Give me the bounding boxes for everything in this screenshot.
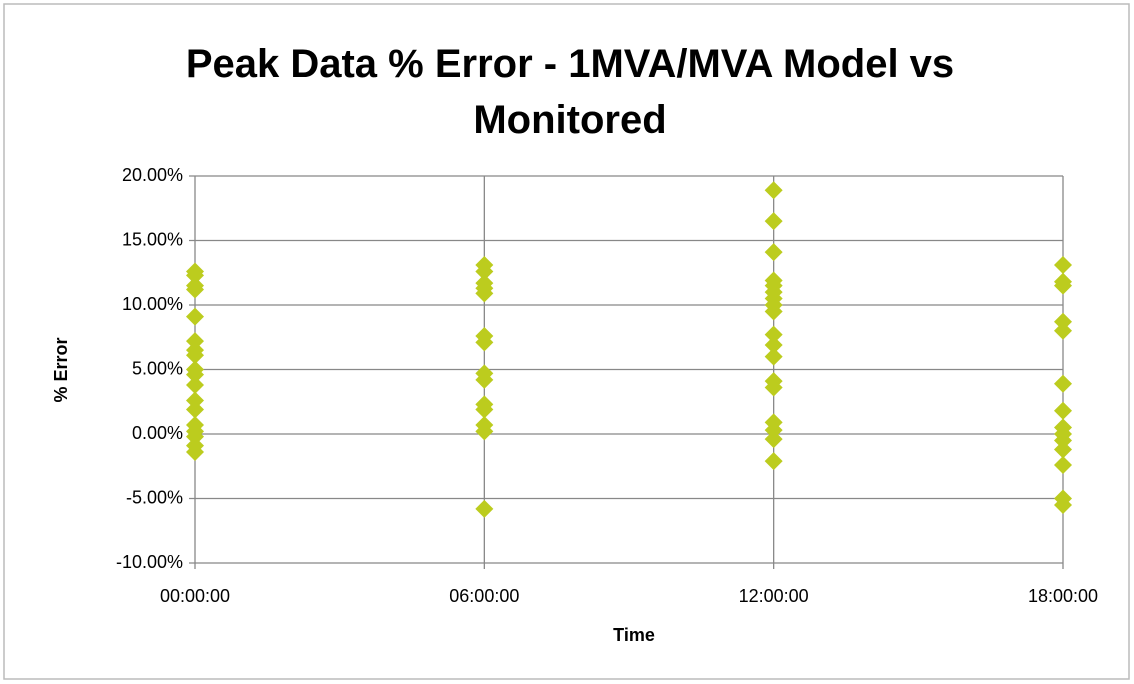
y-tick-label: -10.00%	[116, 552, 183, 572]
y-tick-label: -5.00%	[126, 487, 183, 507]
marker	[764, 243, 783, 262]
marker	[475, 499, 494, 518]
marker	[186, 400, 204, 419]
marker	[475, 370, 494, 389]
marker	[764, 347, 783, 366]
marker	[186, 332, 204, 351]
x-tick-label: 00:00:00	[160, 586, 230, 606]
marker	[475, 333, 494, 352]
marker	[764, 430, 783, 449]
marker	[186, 365, 204, 384]
marker	[475, 422, 494, 441]
x-tick-label: 12:00:00	[739, 586, 809, 606]
marker	[186, 266, 204, 285]
marker	[764, 212, 783, 231]
marker	[1054, 431, 1072, 450]
marker	[475, 262, 494, 281]
marker	[764, 181, 783, 200]
marker	[1054, 276, 1072, 295]
marker	[186, 427, 204, 446]
chart-title: Peak Data % Error - 1MVA/MVA Model vs Mo…	[185, 42, 955, 142]
marker	[764, 378, 783, 397]
marker	[186, 391, 204, 410]
marker	[1054, 312, 1072, 331]
marker	[1054, 401, 1072, 420]
y-tick-label: 20.00%	[122, 165, 183, 185]
marker	[186, 443, 204, 462]
marker	[764, 452, 783, 471]
marker	[475, 400, 494, 419]
x-tick-label: 06:00:00	[449, 586, 519, 606]
marker	[1054, 374, 1072, 393]
x-tick-label: 18:00:00	[1028, 586, 1098, 606]
y-tick-label: 5.00%	[132, 358, 183, 378]
marker	[186, 375, 204, 394]
marker	[475, 284, 494, 303]
marker	[1054, 440, 1072, 459]
marker	[186, 307, 204, 326]
marker	[764, 302, 783, 321]
marker	[764, 335, 783, 354]
y-tick-label: 15.00%	[122, 229, 183, 249]
marker	[764, 421, 783, 440]
marker	[1054, 321, 1072, 340]
marker	[186, 346, 204, 365]
marker	[1054, 495, 1072, 514]
marker	[764, 325, 783, 344]
x-axis-label: Time	[613, 625, 655, 645]
marker	[1054, 455, 1072, 474]
y-tick-label: 0.00%	[132, 423, 183, 443]
marker	[1054, 256, 1072, 275]
marker	[186, 280, 204, 299]
y-tick-label: 10.00%	[122, 294, 183, 314]
y-axis-label: % Error	[51, 337, 71, 402]
